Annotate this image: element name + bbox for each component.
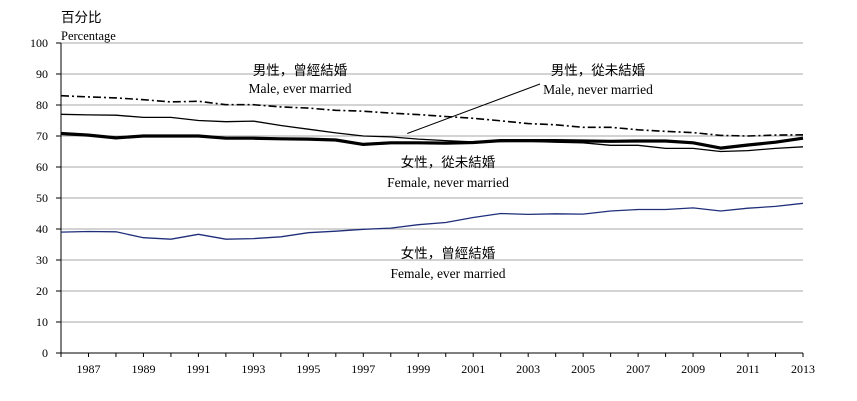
y-tick-label: 10 (36, 315, 48, 329)
annotation-leader-male-never-married (407, 83, 541, 134)
series-line-male-never-married (60, 94, 804, 137)
y-tick-label: 70 (36, 129, 48, 143)
x-tick-label: 1993 (241, 362, 265, 376)
x-tick-label: 2001 (461, 362, 485, 376)
x-tick-label: 1989 (131, 362, 155, 376)
y-tick-label: 60 (36, 160, 48, 174)
x-tick-label: 2003 (516, 362, 540, 376)
y-tick-label: 100 (30, 36, 48, 50)
x-tick-label: 2011 (736, 362, 760, 376)
annotation-female-ever-married: Female, ever married (390, 266, 505, 281)
x-tick-label: 1997 (351, 362, 375, 376)
y-tick-label: 50 (36, 191, 48, 205)
y-tick-label: 0 (42, 346, 48, 360)
x-tick-label: 1999 (406, 362, 430, 376)
x-tick-label: 1991 (186, 362, 210, 376)
annotation-male-never-married: Male, never married (543, 82, 653, 97)
x-tick-label: 1987 (76, 362, 100, 376)
y-tick-label: 90 (36, 67, 48, 81)
annotations: 男性，曾經結婚 Male, ever married 男性，從未結婚 Male, ne… (248, 63, 653, 281)
y-tick-label: 80 (36, 98, 48, 112)
y-tick-label: 40 (36, 222, 48, 236)
x-tick-label: 2013 (791, 362, 815, 376)
x-tick-label: 2005 (571, 362, 595, 376)
annotation-female-never-married: Female, never married (387, 175, 509, 190)
annotation-zh-female-ever-married: 女性，曾經結婚 (401, 245, 496, 262)
y-tick-label: 20 (36, 284, 48, 298)
y-tick-label: 30 (36, 253, 48, 267)
series-lines (60, 94, 804, 240)
axes: 0 10 20 30 40 50 60 70 80 90 100 1987 1989 1991 1993 19… (30, 10, 815, 376)
series-line-female-never-married (60, 131, 804, 150)
series-line-female-ever-married (60, 202, 804, 240)
x-tick-label: 1995 (296, 362, 320, 376)
x-tick-label: 2009 (681, 362, 705, 376)
annotation-zh-male-ever-married: 男性，曾經結婚 (253, 63, 348, 79)
annotation-zh-male-never-married: 男性，從未結婚 (551, 63, 646, 79)
x-tick-label: 2007 (626, 362, 650, 376)
annotation-male-ever-married: Male, ever married (248, 81, 351, 96)
y-axis-label: Percentage (61, 29, 116, 43)
annotation-zh-female-never-married: 女性，從未結婚 (401, 154, 496, 171)
series-line-male-ever-married (60, 113, 804, 153)
y-axis-label-zh: 百分比 (61, 10, 102, 26)
